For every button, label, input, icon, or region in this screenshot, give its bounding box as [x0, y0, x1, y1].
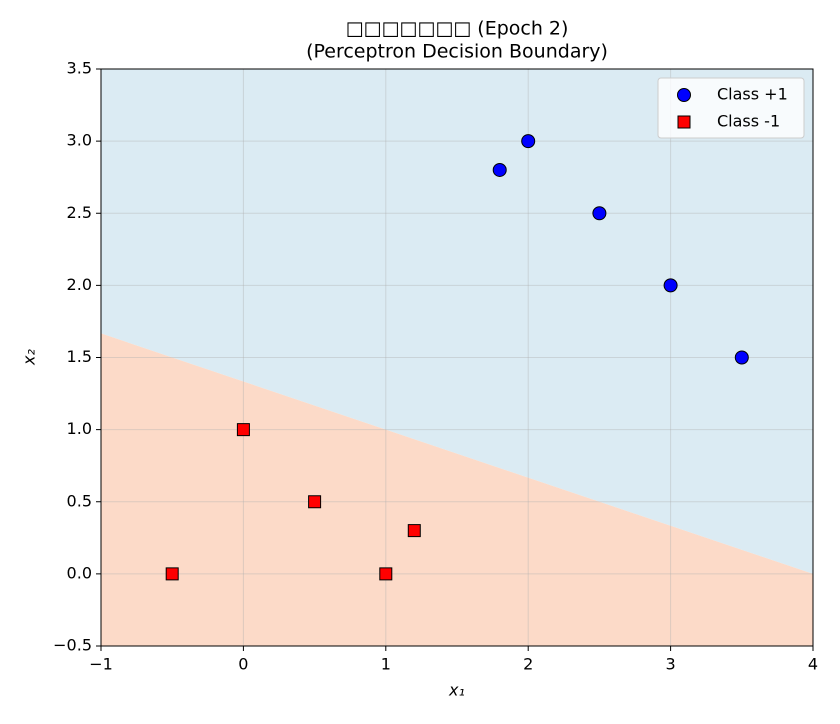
y-tick-label: 3.5 [67, 59, 92, 78]
legend-label: Class -1 [717, 112, 780, 131]
y-tick-label: 0.0 [67, 563, 92, 582]
point [308, 495, 322, 509]
point [734, 350, 749, 365]
x-tick-label: 1 [381, 655, 391, 674]
x-tick-label: 2 [523, 655, 533, 674]
point [663, 278, 678, 293]
point [236, 423, 250, 437]
legend-marker [677, 88, 691, 102]
legend-label: Class +1 [717, 85, 788, 104]
point [379, 567, 393, 581]
point [492, 162, 507, 177]
point [165, 567, 179, 581]
x-axis-label: x₁ [448, 681, 465, 700]
point [592, 206, 607, 221]
y-tick-label: 3.0 [67, 131, 92, 150]
y-tick-label: 1.0 [67, 419, 92, 438]
y-tick-label: 2.5 [67, 203, 92, 222]
point [407, 524, 421, 538]
chart-title: □□□□□□□ (Epoch 2) [346, 18, 569, 40]
legend-box [657, 77, 805, 139]
x-tick-label: 4 [808, 655, 818, 674]
y-tick-label: 0.5 [67, 491, 92, 510]
region-below [101, 333, 813, 646]
y-tick-label: 1.5 [67, 347, 92, 366]
plot-frame [100, 68, 814, 647]
legend-marker [677, 115, 691, 129]
x-tick-label: 0 [238, 655, 248, 674]
point [521, 134, 536, 149]
x-tick-label: 3 [666, 655, 676, 674]
y-tick-label: 2.0 [67, 275, 92, 294]
chart-subtitle: (Perceptron Decision Boundary) [306, 41, 608, 63]
y-tick-label: −0.5 [53, 636, 92, 655]
x-tick-label: −1 [89, 655, 113, 674]
region-above [101, 69, 813, 574]
y-axis-label: x₂ [20, 348, 39, 365]
